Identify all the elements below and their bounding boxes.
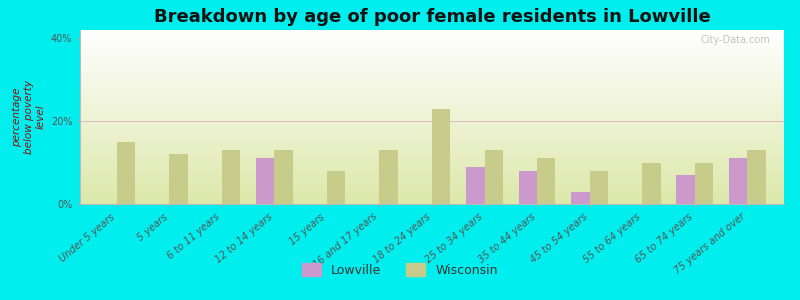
Y-axis label: percentage
below poverty
level: percentage below poverty level [12, 80, 46, 154]
Bar [274, 150, 293, 204]
Bar [466, 167, 485, 204]
Legend: Lowville, Wisconsin: Lowville, Wisconsin [298, 258, 502, 282]
Bar [518, 171, 537, 204]
Bar [432, 109, 450, 204]
Text: City-Data.com: City-Data.com [700, 35, 770, 45]
Bar [327, 171, 346, 204]
Bar [379, 150, 398, 204]
Bar [256, 158, 274, 204]
Bar [485, 150, 503, 204]
Bar [676, 175, 694, 204]
Bar [694, 163, 713, 204]
Bar [571, 192, 590, 204]
Title: Breakdown by age of poor female residents in Lowville: Breakdown by age of poor female resident… [154, 8, 710, 26]
Bar [590, 171, 608, 204]
Bar [222, 150, 240, 204]
Bar [537, 158, 555, 204]
Bar [170, 154, 188, 204]
Bar [117, 142, 135, 204]
Bar [642, 163, 661, 204]
Bar [747, 150, 766, 204]
Bar [729, 158, 747, 204]
